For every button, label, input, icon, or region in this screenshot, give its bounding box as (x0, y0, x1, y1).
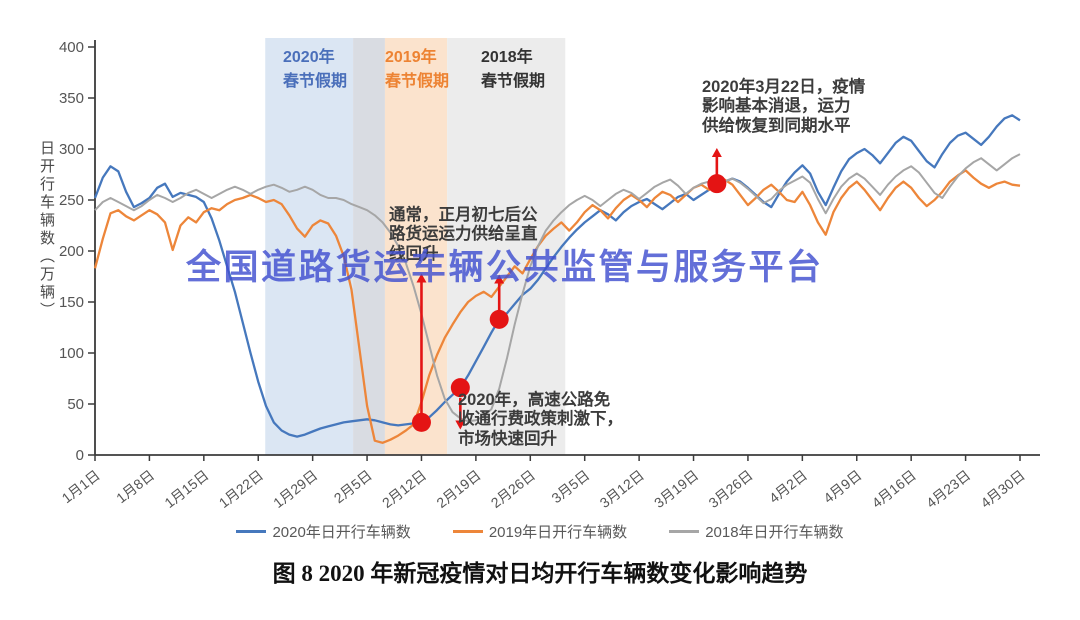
band-label-2018-holiday: 2018年 春节假期 (481, 49, 546, 90)
x-tick-label: 1月22日 (216, 467, 266, 511)
y-tick-label: 200 (59, 243, 84, 260)
legend: 2020年日开行车辆数 2019年日开行车辆数 2018年日开行车辆数 (0, 521, 1080, 542)
legend-item: 2020年日开行车辆数 (236, 521, 411, 542)
x-tick-label: 4月9日 (820, 467, 864, 506)
figure-caption: 图 8 2020 年新冠疫情对日均开行车辆数变化影响趋势 (272, 561, 808, 586)
legend-item: 2018年日开行车辆数 (669, 521, 844, 542)
y-tick-label: 50 (67, 396, 84, 413)
legend-item: 2019年日开行车辆数 (452, 521, 628, 542)
x-tick-label: 2月5日 (331, 467, 375, 506)
x-tick-label: 2月12日 (379, 467, 429, 511)
legend-swatch (669, 530, 700, 533)
annotation-march22-recovered: 2020年3月22日，疫情 影响基本消退，运力 供给恢复到同期水平 (702, 78, 866, 135)
event-dot (411, 412, 431, 432)
y-tick-label: 300 (59, 141, 84, 158)
y-tick-label: 150 (59, 294, 84, 311)
event-arrowhead (416, 273, 427, 283)
event-dot (450, 378, 470, 398)
watermark: 全国道路货运车辆公共监管与服务平台 (186, 248, 824, 287)
holiday-band-1 (353, 38, 385, 455)
x-tick-label: 4月16日 (869, 467, 919, 511)
band-label-2020-holiday: 2020年 春节假期 (283, 49, 348, 90)
event-arrowhead (455, 420, 466, 430)
x-tick-label: 3月19日 (651, 467, 701, 511)
x-tick-label: 1月29日 (270, 467, 320, 511)
annotation-recovery-rule: 通常，正月初七后公 路货运运力供给呈直 线回升 (389, 206, 538, 263)
event-arrowhead (711, 147, 722, 157)
x-tick-label: 1月8日 (113, 467, 157, 506)
legend-label: 2018年日开行车辆数 (705, 524, 844, 541)
y-tick-label: 0 (76, 447, 84, 464)
holiday-band-2 (384, 38, 448, 455)
annotation-toll-free-policy: 2020年，高速公路免 收通行费政策刺激下， 市场快速回升 (458, 391, 623, 448)
x-tick-label: 2月26日 (488, 467, 538, 511)
x-tick-label: 3月5日 (548, 467, 592, 506)
series-line-1 (93, 169, 1021, 444)
event-dot (707, 174, 727, 194)
band-label-2019-holiday: 2019年 春节假期 (385, 49, 450, 90)
y-tick-label: 250 (59, 192, 84, 209)
y-tick-label: 350 (59, 90, 84, 107)
x-tick-label: 3月26日 (705, 467, 755, 511)
x-tick-label: 1月15日 (161, 467, 211, 511)
x-tick-label: 1月1日 (59, 467, 103, 506)
x-tick-label: 3月12日 (597, 467, 647, 511)
legend-swatch (236, 530, 267, 533)
event-arrowhead (494, 274, 505, 284)
x-tick-label: 4月30日 (978, 467, 1028, 511)
y-tick-label: 100 (59, 345, 84, 362)
x-tick-label: 2月19日 (433, 467, 483, 511)
event-dot (489, 309, 509, 329)
y-tick-label: 400 (59, 39, 84, 56)
y-axis-title: 日开行车辆数（万辆） (38, 140, 55, 320)
x-tick-label: 4月2日 (766, 467, 810, 506)
holiday-band-0 (265, 38, 354, 455)
x-tick-label: 4月23日 (923, 467, 973, 511)
series-line-2 (94, 153, 1021, 423)
legend-swatch (452, 530, 483, 533)
series-line-0 (93, 114, 1021, 438)
legend-label: 2019年日开行车辆数 (488, 524, 628, 541)
legend-label: 2020年日开行车辆数 (272, 524, 411, 541)
